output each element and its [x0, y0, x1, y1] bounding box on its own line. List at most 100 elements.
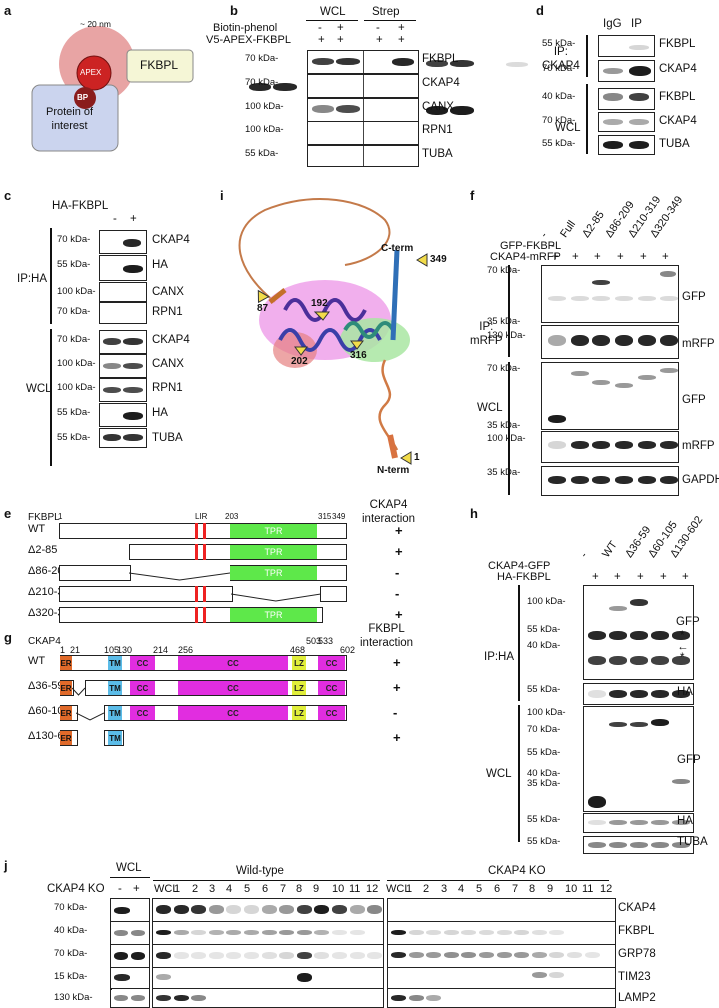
j-wt-fraction: WCL: [154, 883, 179, 895]
e-fkbpl-label: FKBPL: [28, 512, 60, 523]
f-lane-plus: +: [552, 251, 559, 263]
band: [548, 415, 566, 423]
band: [609, 820, 627, 825]
band: [571, 476, 589, 484]
lz-domain: LZ: [292, 681, 306, 695]
band: [615, 383, 633, 388]
e-row-label: WT: [28, 523, 46, 535]
er-domain: ER: [60, 656, 72, 670]
j-wcl-blot: [110, 944, 150, 968]
residue-316-label: 316: [350, 350, 367, 361]
g-residue-number: 533: [318, 636, 334, 646]
f-row-label: mRFP: [682, 440, 715, 452]
tpr-domain: TPR: [229, 524, 318, 538]
residue-87-label: 87: [257, 303, 269, 314]
j-ko-fraction: 1: [406, 883, 413, 895]
band: [592, 280, 610, 285]
band: [173, 952, 189, 959]
j-row-label: TIM23: [618, 971, 651, 983]
h-mw-marker: 55 kDa-: [527, 684, 561, 695]
g-title: FKBPL interaction: [360, 623, 414, 649]
j-wt-fraction: 12: [366, 883, 379, 895]
h-mw-marker: 55 kDa-: [527, 624, 561, 635]
band: [629, 66, 651, 76]
apex-proximity-schematic: ~ 20 nm APEX FKBPL BP Protein of interes…: [0, 0, 225, 180]
distance-label: ~ 20 nm: [80, 19, 111, 29]
b-blot-fkbpl: [307, 50, 419, 74]
f-mw-marker: 100 kDa-: [487, 433, 526, 444]
e-interaction: -: [395, 586, 400, 601]
j-wt-fraction: 5: [244, 883, 251, 895]
j-row-label: GRP78: [618, 948, 656, 960]
fkbpl-segment: [58, 565, 131, 581]
j-wcl-blot: [110, 967, 150, 989]
c-blot-row: [99, 282, 147, 302]
band: [392, 58, 414, 66]
band: [332, 930, 347, 935]
band: [651, 842, 669, 848]
c-term-label: C-term: [381, 243, 414, 254]
h-mw-marker: 55 kDa-: [527, 814, 561, 825]
band: [450, 106, 474, 115]
band: [672, 820, 690, 825]
d-blot-row: [598, 112, 655, 132]
band: [638, 296, 656, 301]
h-wcl-label: WCL: [486, 768, 512, 780]
band: [629, 119, 649, 125]
band: [638, 441, 656, 449]
band: [609, 690, 627, 698]
band: [426, 995, 442, 1001]
g-residue-number: 468: [290, 645, 306, 655]
c-row-label: RPN1: [152, 306, 183, 318]
g-residue-number: 602: [340, 645, 356, 655]
e-num-315: 315: [318, 512, 332, 521]
residue-349-label: 349: [430, 254, 447, 265]
j-ko-fraction: WCL: [386, 883, 411, 895]
b-blot-ckap4: [307, 74, 419, 98]
band: [651, 656, 669, 665]
band: [114, 995, 128, 1001]
b-row-label: CKAP4: [422, 77, 460, 89]
band: [131, 995, 145, 1001]
h-row-label: HA: [677, 686, 693, 698]
cc-domain: CC: [318, 681, 345, 695]
band: [479, 930, 494, 935]
deletion-connector: [128, 572, 230, 581]
band: [156, 952, 171, 959]
h-lane-label: -: [578, 550, 591, 560]
band: [114, 907, 130, 914]
e-title: CKAP4 interaction: [362, 499, 416, 525]
g-residue-number: 105: [104, 645, 120, 655]
h-row-label: GFP: [677, 754, 701, 766]
band: [672, 779, 690, 784]
panel-h-label: h: [470, 506, 478, 521]
band: [391, 930, 406, 935]
band: [426, 952, 442, 958]
band: [549, 930, 565, 935]
b-blot-tuba: [307, 145, 419, 167]
b-row-label: CANX: [422, 101, 474, 115]
j-wt-fraction: 1: [174, 883, 181, 895]
band: [156, 930, 171, 935]
b-mw-marker: 100 kDa-: [245, 124, 284, 135]
band: [651, 820, 669, 825]
b-row-label: TUBA: [422, 148, 453, 160]
d-row-label: CKAP4: [659, 63, 697, 75]
band: [461, 930, 477, 935]
fkbpl-label: FKBPL: [140, 58, 179, 72]
f-lane-plus: +: [662, 251, 669, 263]
band: [672, 656, 690, 665]
cc-domain: CC: [130, 706, 155, 720]
c-mw-marker: 55 kDa-: [57, 407, 91, 418]
f-minus-sign: -: [551, 240, 555, 252]
band: [312, 58, 334, 65]
c-ha-fkbpl-label: HA-FKBPL: [52, 200, 109, 212]
band: [567, 952, 582, 958]
band: [603, 68, 623, 74]
h-mw-marker: 100 kDa-: [527, 596, 566, 607]
e-num-349: 349: [332, 512, 346, 521]
j-wt-fraction: 11: [349, 883, 361, 895]
tpr-domain: TPR: [229, 566, 318, 580]
tm-domain: TM: [108, 706, 122, 720]
h-blot-row: [583, 585, 694, 680]
